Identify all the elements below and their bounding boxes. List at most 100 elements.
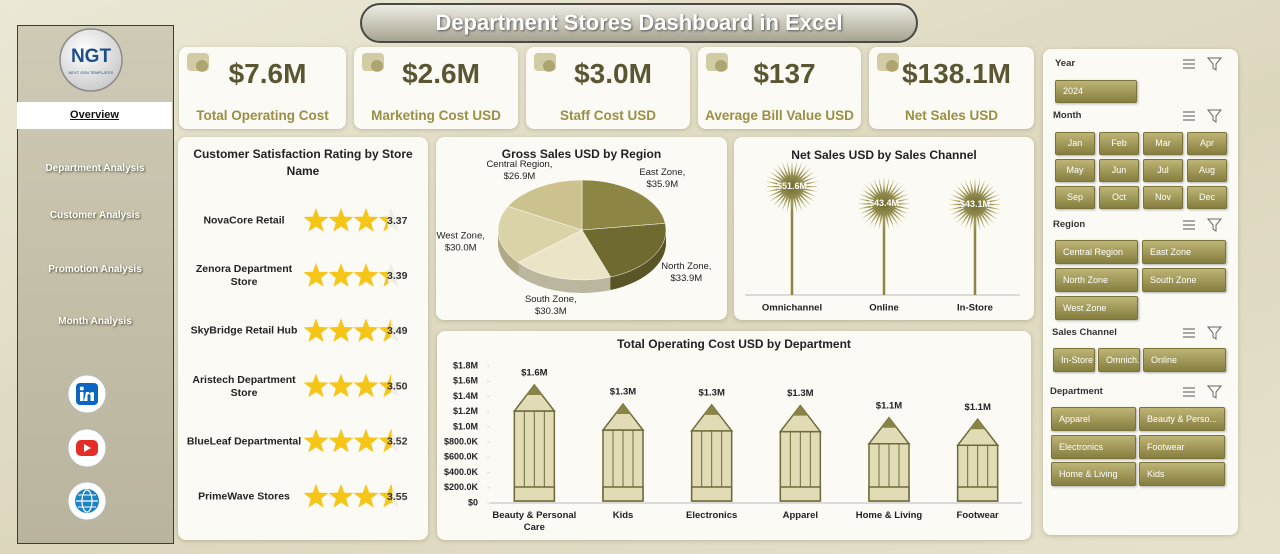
slicer-button[interactable]: Jan (1055, 132, 1095, 155)
lollipop (857, 176, 911, 295)
star-filled (378, 270, 389, 287)
pencil-bar (867, 416, 911, 502)
lollipop-burst (948, 177, 1002, 232)
pie-value-label: $30.3M (535, 306, 567, 317)
pencil-tip (778, 404, 822, 433)
pencil-lead (881, 417, 897, 428)
lollipop (765, 159, 819, 295)
kpi-value: $7.6M (228, 58, 307, 89)
lollipop-burst (765, 159, 819, 214)
slicer-button[interactable]: North Zone (1055, 268, 1138, 292)
slicer-title: Region (1053, 219, 1086, 230)
pencil-bar (778, 404, 822, 502)
star-filled (353, 373, 379, 398)
chart-title: Total Operating Cost USD by Department (617, 337, 851, 351)
star-filled (328, 208, 354, 232)
slicer-button[interactable]: Sep (1055, 186, 1095, 209)
nav-item[interactable]: Department Analysis (45, 163, 145, 174)
store-label: Aristech Department Store (192, 373, 296, 399)
slicer-button[interactable]: East Zone (1142, 240, 1226, 264)
pencil-lead (969, 419, 986, 430)
slicer-button[interactable]: Mar (1143, 132, 1183, 155)
star-filled (328, 263, 354, 287)
lollipop-value: $43.4M (869, 198, 899, 208)
bar-value-label: $1.3M (787, 388, 813, 399)
pencil-band (602, 486, 644, 502)
kpi-label: Marketing Cost USD (371, 108, 501, 123)
star-filled (353, 263, 379, 287)
y-tick-label: $400.0K (444, 467, 479, 477)
kpi-value: $3.0M (574, 58, 652, 89)
star-empty (378, 263, 404, 287)
pie-label: West Zone, (436, 230, 484, 241)
slicer-button[interactable]: May (1055, 159, 1095, 182)
chart-title: Net Sales USD by Sales Channel (791, 148, 977, 162)
kpi-value: $2.6M (402, 58, 480, 89)
pencil-tip (690, 403, 734, 432)
slicer-button[interactable]: South Zone (1142, 268, 1226, 292)
slicer-button[interactable]: Footwear (1139, 434, 1225, 459)
slicer-button[interactable]: Online (1143, 348, 1226, 372)
slicer-button[interactable]: Kids (1139, 462, 1225, 486)
kpi-icon (543, 60, 555, 72)
y-tick-label: $200.0K (444, 482, 479, 492)
slicer-title: Department (1050, 386, 1103, 397)
nav-item[interactable]: Promotion Analysis (48, 264, 142, 275)
slicer-button[interactable]: Omnich... (1098, 348, 1140, 372)
rating-value: 3.37 (387, 215, 408, 227)
kpi-value: $137 (753, 58, 816, 89)
clear-filter-icon (1206, 57, 1223, 71)
rating-value: 3.50 (387, 380, 408, 392)
slicer-button[interactable]: 2024 (1055, 80, 1137, 103)
slicer-title: Month (1053, 110, 1082, 121)
youtube-icon-part (84, 444, 91, 452)
rating-stars (303, 318, 404, 342)
slicer-title: Sales Channel (1052, 327, 1117, 338)
pie-label: South Zone, (525, 294, 577, 305)
slicer-button[interactable]: Aug (1187, 159, 1227, 182)
x-tick-label: Electronics (686, 510, 738, 521)
pie-value-label: $35.9M (646, 179, 678, 190)
slicer-button[interactable]: Electronics (1051, 434, 1136, 459)
x-tick-label: Apparel (782, 510, 819, 521)
slicer-button[interactable]: Central Region (1055, 240, 1138, 264)
rating-stars (303, 263, 404, 287)
slicer-button[interactable]: Beauty & Perso... (1139, 407, 1225, 431)
slicer-title: Year (1055, 58, 1076, 69)
slicer-button[interactable]: In-Store (1053, 348, 1095, 372)
slicer-button[interactable]: Jun (1099, 159, 1139, 182)
store-label: PrimeWave Stores (198, 490, 290, 503)
rating-stars (303, 484, 404, 508)
logo-circle (59, 28, 123, 92)
pencil-band (779, 486, 822, 502)
chart-title: Customer Satisfaction Rating by Store Na… (193, 147, 413, 178)
lollipop (948, 177, 1002, 295)
pie-slice (517, 229, 612, 281)
nav-item[interactable]: Month Analysis (58, 316, 132, 327)
kpi-icon (196, 60, 208, 72)
slicer-button[interactable]: Dec (1187, 186, 1227, 209)
pencil-lead (615, 404, 631, 415)
slicer-button[interactable]: Home & Living (1051, 462, 1136, 486)
slicer-button[interactable]: Jul (1143, 159, 1183, 182)
nav-item[interactable]: Customer Analysis (49, 210, 141, 221)
star-filled (328, 318, 354, 342)
x-tick-label: Beauty & Personal Care (492, 510, 577, 533)
slicer-button[interactable]: West Zone (1055, 296, 1138, 320)
x-tick-label: Home & Living (855, 510, 923, 521)
nav-item-active[interactable]: Overview (17, 102, 172, 129)
slicer-button[interactable]: Feb (1099, 132, 1139, 155)
pie-label: North Zone, (661, 261, 711, 272)
star-filled (378, 216, 388, 232)
slicer-button[interactable]: Apr (1187, 132, 1227, 155)
logo-tagline: NEXT GEN TEMPLATES (69, 70, 114, 75)
kpi-label: Net Sales USD (904, 108, 999, 123)
slicer-button[interactable]: Apparel (1051, 407, 1136, 431)
pencil-tip (512, 383, 556, 412)
slicer-button[interactable]: Nov (1143, 186, 1183, 209)
star-filled (378, 484, 393, 508)
slicer-button[interactable]: Oct (1099, 186, 1139, 209)
rating-value: 3.55 (387, 491, 408, 503)
